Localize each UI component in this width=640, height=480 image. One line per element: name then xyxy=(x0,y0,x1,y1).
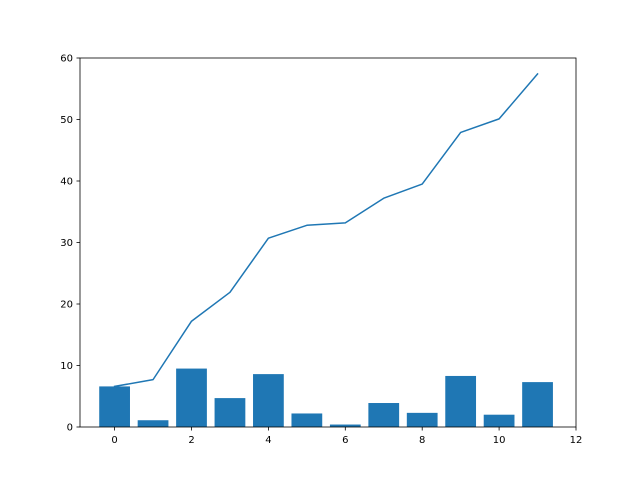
bar-6 xyxy=(329,424,361,427)
bar-2 xyxy=(176,368,207,427)
bar-8 xyxy=(406,412,438,427)
y-tick-label: 60 xyxy=(60,54,73,65)
bar-11 xyxy=(522,382,553,427)
y-tick-label: 20 xyxy=(60,300,73,311)
y-axis: 0 10 20 30 40 50 60 xyxy=(60,54,80,434)
bar-3 xyxy=(214,398,246,427)
y-tick-label: 10 xyxy=(60,361,73,372)
bar-4 xyxy=(253,374,284,427)
bar-7 xyxy=(368,403,400,427)
x-tick-label: 10 xyxy=(493,435,506,446)
bar-0 xyxy=(99,386,130,427)
series-line xyxy=(113,72,539,388)
bar-9 xyxy=(445,375,477,427)
bar-1 xyxy=(137,420,169,427)
x-tick-label: 4 xyxy=(265,435,271,446)
bar-10 xyxy=(483,414,515,427)
y-tick-label: 40 xyxy=(60,177,73,188)
line-series xyxy=(113,72,539,388)
x-tick-label: 12 xyxy=(570,435,583,446)
bar-5 xyxy=(291,413,323,427)
y-tick-label: 0 xyxy=(67,423,73,434)
x-tick-label: 2 xyxy=(188,435,194,446)
y-tick-label: 30 xyxy=(60,238,73,249)
x-tick-label: 0 xyxy=(111,435,117,446)
x-tick-label: 6 xyxy=(342,435,348,446)
bar-series xyxy=(99,368,553,427)
x-tick-label: 8 xyxy=(419,435,425,446)
x-axis: 0 2 4 6 8 10 12 xyxy=(111,427,582,446)
y-tick-label: 50 xyxy=(60,115,73,126)
plot-frame xyxy=(79,57,577,428)
